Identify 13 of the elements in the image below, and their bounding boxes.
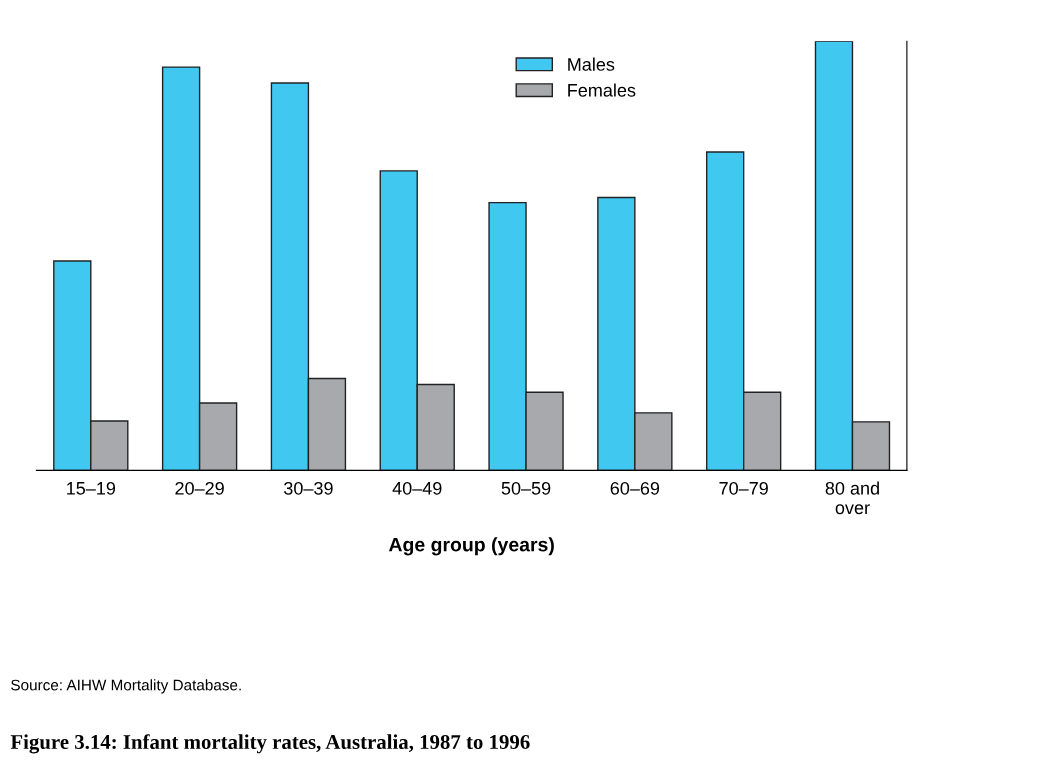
x-tick-label: 70–79 [719,481,768,495]
legend-label: Females [568,83,636,97]
x-tick-label: 15–19 [67,481,116,495]
x-tick-label: 30–39 [284,481,333,495]
x-axis-title: Age group (years) [388,537,554,556]
x-tick-label: 20–29 [175,481,224,495]
text: Figure 3.14: Infant mortality rates, Australia, 1987 to 1996 [10,734,530,754]
legend-label: Males [568,57,615,71]
x-tick-label: 60–69 [610,481,660,495]
x-tick-label: 50–59 [501,481,551,495]
source-note: Source: AIHW Mortality Database. [11,679,241,694]
x-tick-label: 80 and over [825,481,879,515]
x-tick-label: 40–49 [392,481,442,495]
